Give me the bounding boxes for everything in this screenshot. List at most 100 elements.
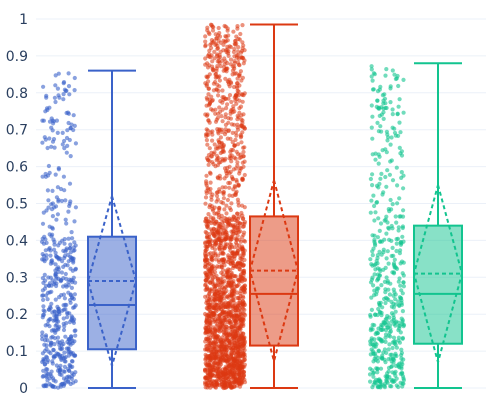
- data-point: [382, 96, 388, 101]
- data-point: [213, 32, 218, 37]
- data-point: [237, 98, 242, 103]
- data-point: [208, 171, 213, 176]
- data-point: [369, 198, 374, 203]
- data-point: [221, 384, 226, 389]
- data-point: [214, 36, 219, 41]
- data-point: [52, 145, 57, 150]
- data-point: [221, 148, 226, 153]
- data-point: [61, 327, 67, 333]
- data-point: [62, 146, 67, 151]
- data-point: [231, 365, 236, 370]
- data-point: [388, 352, 393, 357]
- data-point: [240, 40, 245, 45]
- data-point: [204, 254, 209, 259]
- data-point: [396, 303, 402, 308]
- data-point: [221, 38, 226, 43]
- data-point: [68, 334, 74, 339]
- data-point: [387, 315, 392, 320]
- data-point: [70, 371, 75, 376]
- data-point: [227, 333, 232, 338]
- data-point: [40, 333, 45, 338]
- data-point: [390, 107, 395, 112]
- data-point: [47, 246, 52, 251]
- data-point: [236, 115, 241, 120]
- trace-1-points: [39, 71, 78, 390]
- data-point: [391, 360, 396, 365]
- iqr-box: [87, 235, 137, 351]
- data-point: [222, 245, 227, 250]
- data-point: [69, 285, 74, 290]
- data-point: [67, 362, 72, 368]
- data-point: [384, 184, 389, 189]
- data-point: [205, 75, 210, 80]
- data-point: [222, 23, 227, 29]
- data-point: [42, 342, 47, 347]
- data-point: [383, 174, 388, 180]
- data-point: [215, 278, 220, 283]
- data-point: [40, 174, 45, 179]
- data-point: [51, 318, 56, 323]
- data-point: [220, 281, 225, 286]
- data-point: [386, 261, 391, 266]
- data-point: [399, 149, 404, 154]
- data-point: [227, 171, 232, 176]
- data-point: [399, 288, 404, 293]
- data-point: [61, 316, 66, 321]
- data-point: [213, 72, 218, 77]
- data-point: [368, 379, 373, 384]
- data-point: [234, 251, 239, 256]
- data-point: [240, 246, 245, 252]
- data-point: [215, 127, 220, 132]
- sd-diamond: [86, 192, 138, 370]
- data-point: [401, 378, 406, 383]
- data-point: [234, 344, 239, 349]
- data-point: [370, 349, 375, 354]
- data-point: [372, 288, 377, 293]
- data-point: [61, 321, 66, 326]
- data-point: [396, 384, 401, 390]
- data-point: [370, 322, 375, 327]
- data-point: [376, 161, 381, 166]
- data-point: [208, 237, 213, 242]
- data-point: [217, 78, 222, 83]
- data-point: [208, 343, 213, 348]
- data-point: [234, 149, 239, 154]
- data-point: [242, 362, 247, 367]
- data-point: [379, 112, 384, 117]
- data-point: [390, 125, 395, 130]
- data-point: [219, 328, 224, 333]
- data-point: [372, 337, 377, 342]
- data-point: [401, 186, 406, 191]
- data-point: [238, 104, 244, 109]
- data-point: [241, 43, 246, 48]
- data-point: [55, 304, 60, 309]
- data-point: [370, 342, 375, 347]
- data-point: [215, 156, 220, 161]
- data-point: [207, 365, 212, 370]
- data-point: [40, 140, 45, 145]
- data-point: [222, 290, 228, 295]
- data-point: [376, 348, 381, 353]
- data-point: [204, 191, 209, 196]
- data-point: [64, 135, 70, 141]
- data-point: [395, 201, 400, 206]
- data-point: [399, 153, 405, 158]
- data-point: [203, 43, 208, 48]
- data-point: [207, 146, 212, 151]
- data-point: [384, 374, 390, 379]
- data-point: [50, 225, 55, 230]
- data-point: [214, 241, 219, 246]
- data-point: [226, 338, 231, 343]
- data-point: [397, 120, 402, 125]
- data-point: [57, 342, 62, 348]
- data-point: [240, 279, 245, 284]
- data-point: [221, 274, 226, 279]
- data-point: [53, 172, 58, 177]
- data-point: [224, 211, 229, 216]
- data-point: [49, 207, 55, 212]
- data-point: [378, 176, 383, 181]
- data-point: [52, 309, 57, 314]
- data-point: [235, 351, 240, 356]
- data-point: [212, 270, 218, 275]
- data-point: [232, 340, 237, 345]
